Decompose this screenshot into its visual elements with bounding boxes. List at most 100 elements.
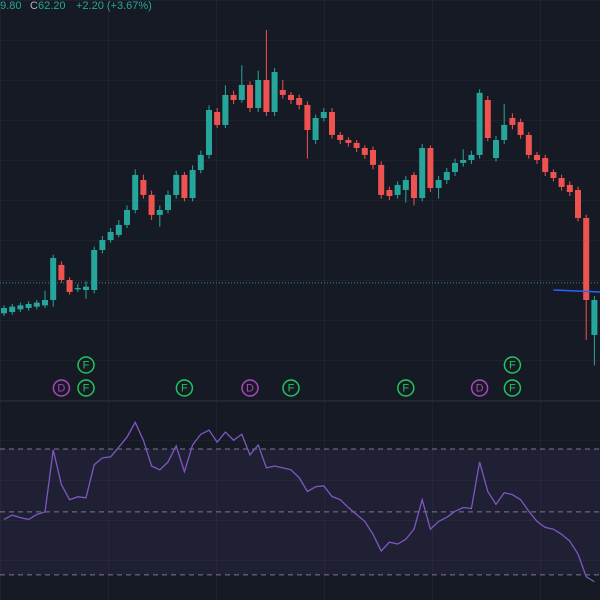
candle-body xyxy=(74,288,81,290)
event-marker xyxy=(77,356,95,374)
candle-body xyxy=(247,84,253,108)
event-marker xyxy=(503,356,522,374)
candle-body xyxy=(50,258,57,300)
candle-body xyxy=(566,184,573,192)
candle-body xyxy=(337,134,344,140)
candle-body xyxy=(525,134,532,155)
candle-body xyxy=(419,148,426,198)
candle-body xyxy=(238,84,245,100)
candle-body xyxy=(99,240,106,250)
candle-body xyxy=(132,174,139,210)
candle-body xyxy=(386,190,393,196)
event-marker xyxy=(397,379,415,397)
candle-body xyxy=(517,122,524,135)
candle-body xyxy=(460,160,467,163)
rsi-line xyxy=(3,420,595,583)
candle-body xyxy=(443,172,450,180)
candle-body xyxy=(91,250,98,290)
candle-body xyxy=(329,112,335,135)
candle-body xyxy=(42,300,48,306)
candle-body xyxy=(312,118,319,140)
candle-body xyxy=(411,174,417,198)
candle-body xyxy=(361,148,368,155)
event-marker xyxy=(241,379,259,397)
candle-body xyxy=(501,124,508,140)
candle-body xyxy=(435,180,442,188)
candle-body xyxy=(394,184,401,195)
event-label: F xyxy=(83,382,90,394)
candle-body xyxy=(33,302,40,307)
candle-body xyxy=(484,100,491,138)
candle-body xyxy=(378,164,385,195)
event-marker xyxy=(77,379,95,397)
event-marker xyxy=(175,379,194,397)
event-label: D xyxy=(57,382,65,394)
candle-body xyxy=(206,110,212,155)
candle-body xyxy=(156,210,163,215)
candle-body xyxy=(296,98,303,105)
header-prev: 59.80 xyxy=(0,0,22,12)
candle-body xyxy=(304,104,311,130)
candle-body xyxy=(288,94,294,100)
header-close-label: C xyxy=(30,0,38,12)
event-marker xyxy=(52,379,71,397)
candle-body xyxy=(427,148,434,188)
event-marker xyxy=(503,379,522,397)
candle-body xyxy=(353,142,360,148)
candle-body xyxy=(558,178,565,187)
candle-body xyxy=(279,90,286,95)
event-label: D xyxy=(476,382,484,394)
candle-body xyxy=(124,210,130,225)
candle-body xyxy=(181,174,188,198)
candle-body xyxy=(173,174,180,195)
candle-body xyxy=(263,80,270,112)
candle-body xyxy=(58,264,65,280)
event-label: F xyxy=(181,382,188,394)
candle-body xyxy=(583,218,590,300)
candle-body xyxy=(83,286,89,290)
candle-body xyxy=(452,162,458,172)
event-label: F xyxy=(83,359,90,371)
header-change: +2.20 (+3.67%) xyxy=(76,0,152,12)
candle-body xyxy=(534,154,540,160)
candle-body xyxy=(591,300,598,335)
candle-body xyxy=(542,158,549,172)
event-marker xyxy=(470,379,489,397)
candle-body xyxy=(115,224,122,235)
candle-body xyxy=(550,172,557,178)
candle-body xyxy=(107,232,114,240)
candle-body xyxy=(509,118,516,125)
candle-body xyxy=(222,94,229,125)
candle-body xyxy=(197,154,204,170)
candle-body xyxy=(17,305,24,310)
candle-body xyxy=(214,112,221,125)
candle-body xyxy=(1,308,7,314)
candle-body xyxy=(255,80,262,108)
candle-body xyxy=(320,112,327,118)
header-close: 62.20 xyxy=(38,0,66,12)
candle-body xyxy=(493,140,499,158)
candle-body xyxy=(148,194,155,215)
event-label: F xyxy=(509,382,516,394)
event-label: F xyxy=(402,382,409,394)
candle-body xyxy=(9,306,16,312)
candle-body xyxy=(66,280,73,292)
candle-body xyxy=(25,304,32,308)
event-label: F xyxy=(288,382,295,394)
event-marker xyxy=(282,379,300,397)
candle-body xyxy=(468,154,475,160)
candle-body xyxy=(575,190,581,218)
candle-body xyxy=(370,150,376,165)
candle-body xyxy=(345,140,352,143)
trendline xyxy=(553,289,600,293)
candle-body xyxy=(189,170,196,198)
candle-body xyxy=(402,180,409,190)
candle-body xyxy=(271,72,278,112)
event-label: F xyxy=(509,359,516,371)
candle-body xyxy=(230,94,237,100)
candle-body xyxy=(165,194,171,210)
event-label: D xyxy=(246,382,254,394)
candle-body xyxy=(140,180,147,195)
